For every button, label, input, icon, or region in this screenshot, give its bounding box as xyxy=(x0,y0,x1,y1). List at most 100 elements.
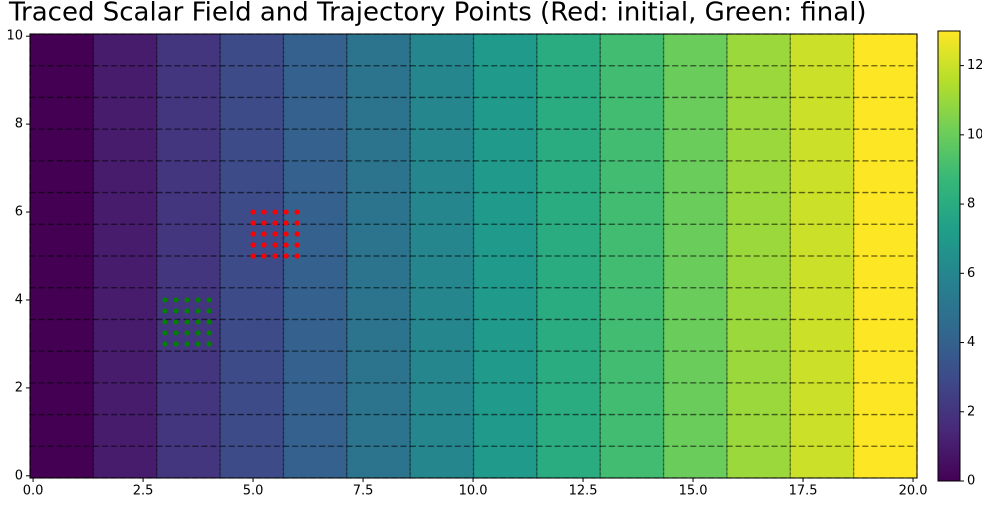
mesh-line xyxy=(409,318,475,352)
heatmap-cell xyxy=(156,34,221,67)
heatmap-cell xyxy=(156,224,221,257)
heatmap-cell xyxy=(93,446,158,479)
heatmap-cell xyxy=(346,256,411,289)
mesh-line xyxy=(219,413,285,447)
heatmap-cell xyxy=(600,129,665,162)
scatter-point xyxy=(283,209,289,215)
mesh-line xyxy=(852,223,918,257)
mesh-line xyxy=(536,255,601,289)
heatmap-cell xyxy=(93,414,158,447)
heatmap-cell xyxy=(853,160,918,194)
mesh-line xyxy=(409,413,475,447)
y-tick-label: 4 xyxy=(15,292,23,307)
heatmap-cell xyxy=(220,446,284,479)
heatmap-cell xyxy=(30,256,94,289)
mesh-line xyxy=(662,65,728,99)
heatmap-cell xyxy=(663,287,728,320)
scatter-point xyxy=(294,231,300,237)
heatmap-cell xyxy=(536,351,601,384)
mesh-line xyxy=(346,191,411,225)
heatmap-cell xyxy=(283,319,348,352)
x-tick-label: 17.5 xyxy=(789,484,818,499)
heatmap-cell xyxy=(346,65,411,98)
heatmap-cell xyxy=(93,129,158,162)
mesh-line xyxy=(726,191,791,225)
mesh-line xyxy=(599,191,665,225)
x-tick-label: 7.5 xyxy=(353,484,374,499)
colorbar-tick-label: 12 xyxy=(967,58,982,73)
mesh-line xyxy=(472,350,538,384)
scatter-point xyxy=(250,220,256,226)
heatmap-cell xyxy=(156,256,221,289)
mesh-line xyxy=(852,160,918,194)
mesh-line xyxy=(219,287,285,321)
heatmap-cell xyxy=(536,256,601,289)
mesh-line xyxy=(852,287,918,321)
mesh-line xyxy=(852,65,918,99)
heatmap-cell xyxy=(600,351,665,384)
heatmap-cell xyxy=(790,287,855,320)
heatmap-cell xyxy=(600,65,665,98)
mesh-line xyxy=(536,318,601,352)
heatmap-cell xyxy=(346,224,411,257)
mesh-line xyxy=(156,318,221,352)
mesh-line xyxy=(789,350,855,384)
scatter-point xyxy=(206,319,212,325)
heatmap-cell xyxy=(600,224,665,257)
mesh-line xyxy=(156,413,221,447)
mesh-line xyxy=(789,318,855,352)
heatmap-cell xyxy=(30,97,94,130)
heatmap-cell xyxy=(536,382,601,416)
heatmap-cell xyxy=(156,287,221,320)
heatmap-cell xyxy=(726,414,791,447)
heatmap-cell xyxy=(600,446,665,479)
heatmap-cell xyxy=(283,256,348,289)
heatmap-cell xyxy=(536,287,601,320)
heatmap-cell xyxy=(220,34,284,67)
mesh-line xyxy=(156,191,221,225)
heatmap-cell xyxy=(30,414,94,447)
heatmap-cell xyxy=(93,192,158,225)
heatmap-cell xyxy=(30,192,94,225)
heatmap-cell xyxy=(473,256,538,289)
heatmap-cell xyxy=(790,256,855,289)
heatmap-cell xyxy=(156,129,221,162)
heatmap-cell xyxy=(410,351,474,384)
scatter-point xyxy=(206,330,212,336)
heatmap-cell xyxy=(283,287,348,320)
heatmap-cell xyxy=(473,192,538,225)
mesh-line xyxy=(662,128,728,162)
scatter-point xyxy=(283,231,289,237)
mesh-line xyxy=(219,128,285,162)
heatmap-cell xyxy=(853,34,918,67)
heatmap-cell xyxy=(473,97,538,130)
scatter-point xyxy=(195,297,201,303)
heatmap-cell xyxy=(790,34,855,67)
heatmap-cell xyxy=(790,97,855,130)
colorbar-tick-label: 10 xyxy=(967,127,982,142)
scatter-point xyxy=(173,341,179,347)
heatmap-cell xyxy=(790,160,855,194)
scatter-point xyxy=(184,308,190,314)
heatmap-cell xyxy=(410,129,474,162)
heatmap-cell xyxy=(93,97,158,130)
mesh-line xyxy=(789,160,855,194)
mesh-line xyxy=(156,96,221,130)
colorbar-tick-label: 0 xyxy=(967,474,975,489)
mesh-line xyxy=(92,128,158,162)
heatmap-cell xyxy=(536,224,601,257)
heatmap-cell xyxy=(600,160,665,194)
heatmap-cell xyxy=(346,414,411,447)
mesh-line xyxy=(599,160,665,194)
heatmap-cell xyxy=(473,414,538,447)
scatter-point xyxy=(162,308,168,314)
x-tick-label: 10.0 xyxy=(459,484,488,499)
heatmap-cell xyxy=(156,446,221,479)
mesh-line xyxy=(346,287,411,321)
heatmap-cell xyxy=(346,97,411,130)
mesh-line xyxy=(536,128,601,162)
heatmap-cell xyxy=(600,256,665,289)
mesh-line xyxy=(472,191,538,225)
scatter-point xyxy=(184,297,190,303)
heatmap-cell xyxy=(600,319,665,352)
